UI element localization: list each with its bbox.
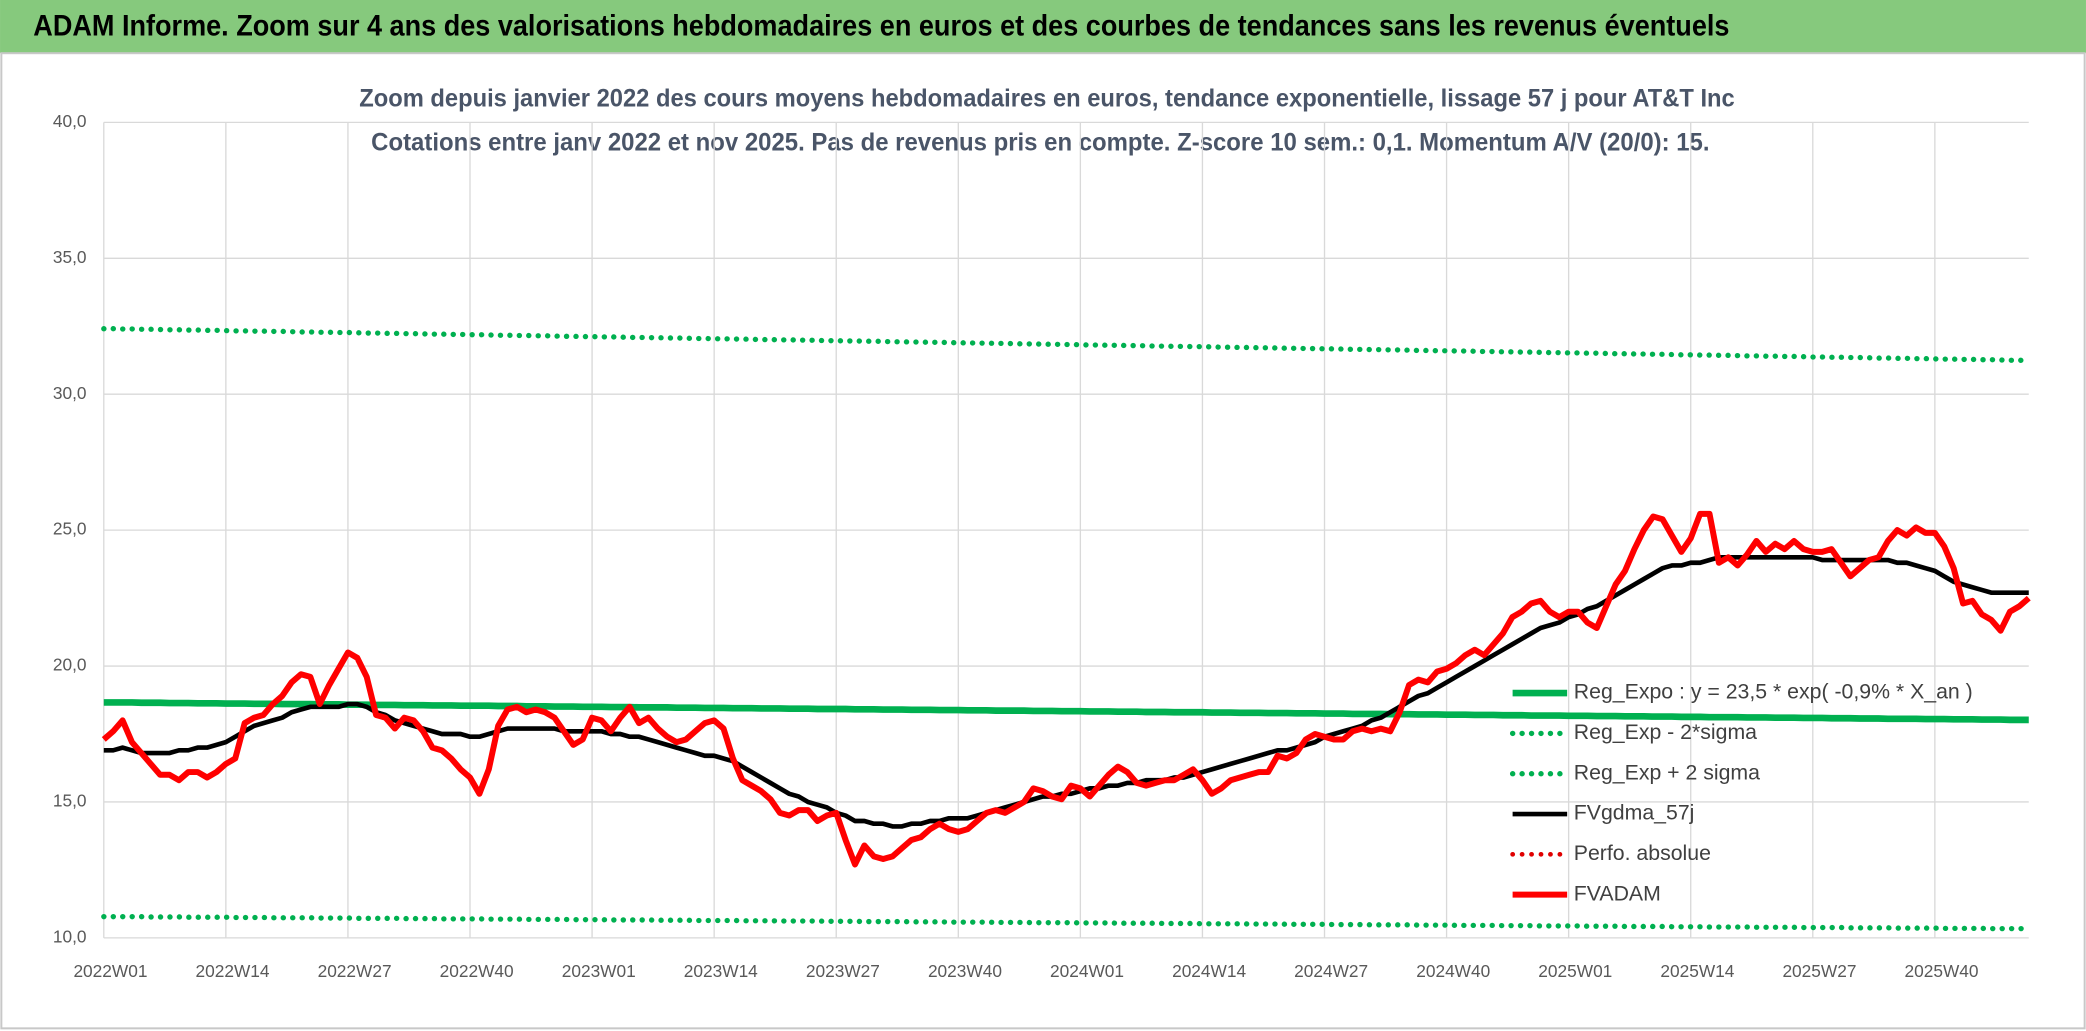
legend-label: Reg_Exp + 2 sigma bbox=[1574, 760, 1760, 784]
series-line bbox=[101, 510, 2031, 868]
y-tick-label: 35,0 bbox=[53, 247, 87, 267]
x-tick-label: 2025W27 bbox=[1782, 961, 1856, 981]
series-line bbox=[101, 326, 2032, 364]
x-tick-label: 2024W01 bbox=[1050, 961, 1124, 981]
x-tick-label: 2025W01 bbox=[1538, 961, 1612, 981]
banner-title: ADAM Informe. Zoom sur 4 ans des valoris… bbox=[33, 11, 1729, 43]
x-tick-label: 2022W40 bbox=[440, 961, 514, 981]
x-tick-label: 2023W27 bbox=[806, 961, 880, 981]
x-tick-label: 2024W14 bbox=[1172, 961, 1246, 981]
x-tick-label: 2024W27 bbox=[1294, 961, 1368, 981]
x-tick-label: 2025W40 bbox=[1905, 961, 1979, 981]
legend-label: Reg_Exp - 2*sigma bbox=[1574, 720, 1757, 744]
series-line bbox=[103, 699, 2029, 724]
legend-label: Perfo. absolue bbox=[1574, 841, 1711, 865]
x-tick-label: 2025W14 bbox=[1660, 961, 1734, 981]
x-tick-label: 2023W14 bbox=[684, 961, 758, 981]
series-line bbox=[101, 914, 2032, 932]
chart-title: Zoom depuis janvier 2022 des cours moyen… bbox=[359, 84, 1735, 112]
y-tick-label: 15,0 bbox=[53, 791, 87, 811]
x-tick-label: 2023W40 bbox=[928, 961, 1002, 981]
x-tick-label: 2022W14 bbox=[196, 961, 270, 981]
chart-frame bbox=[0, 52, 2086, 1030]
legend-label: Reg_Expo : y = 23,5 * exp( -0,9% * X_an … bbox=[1574, 680, 1973, 704]
x-tick-label: 2022W27 bbox=[318, 961, 392, 981]
banner bbox=[0, 0, 2086, 54]
x-tick-label: 2022W01 bbox=[73, 961, 147, 981]
y-tick-label: 10,0 bbox=[53, 926, 87, 946]
legend-label: FVADAM bbox=[1574, 881, 1661, 905]
y-tick-label: 40,0 bbox=[53, 111, 87, 131]
y-tick-label: 20,0 bbox=[53, 655, 87, 675]
y-tick-label: 30,0 bbox=[53, 383, 87, 403]
chart-subtitle: Cotations entre janv 2022 et nov 2025. P… bbox=[371, 128, 1709, 156]
y-tick-label: 25,0 bbox=[53, 519, 87, 539]
legend-label: FVgdma_57j bbox=[1574, 801, 1695, 825]
x-tick-label: 2023W01 bbox=[562, 961, 636, 981]
x-tick-label: 2024W40 bbox=[1416, 961, 1490, 981]
